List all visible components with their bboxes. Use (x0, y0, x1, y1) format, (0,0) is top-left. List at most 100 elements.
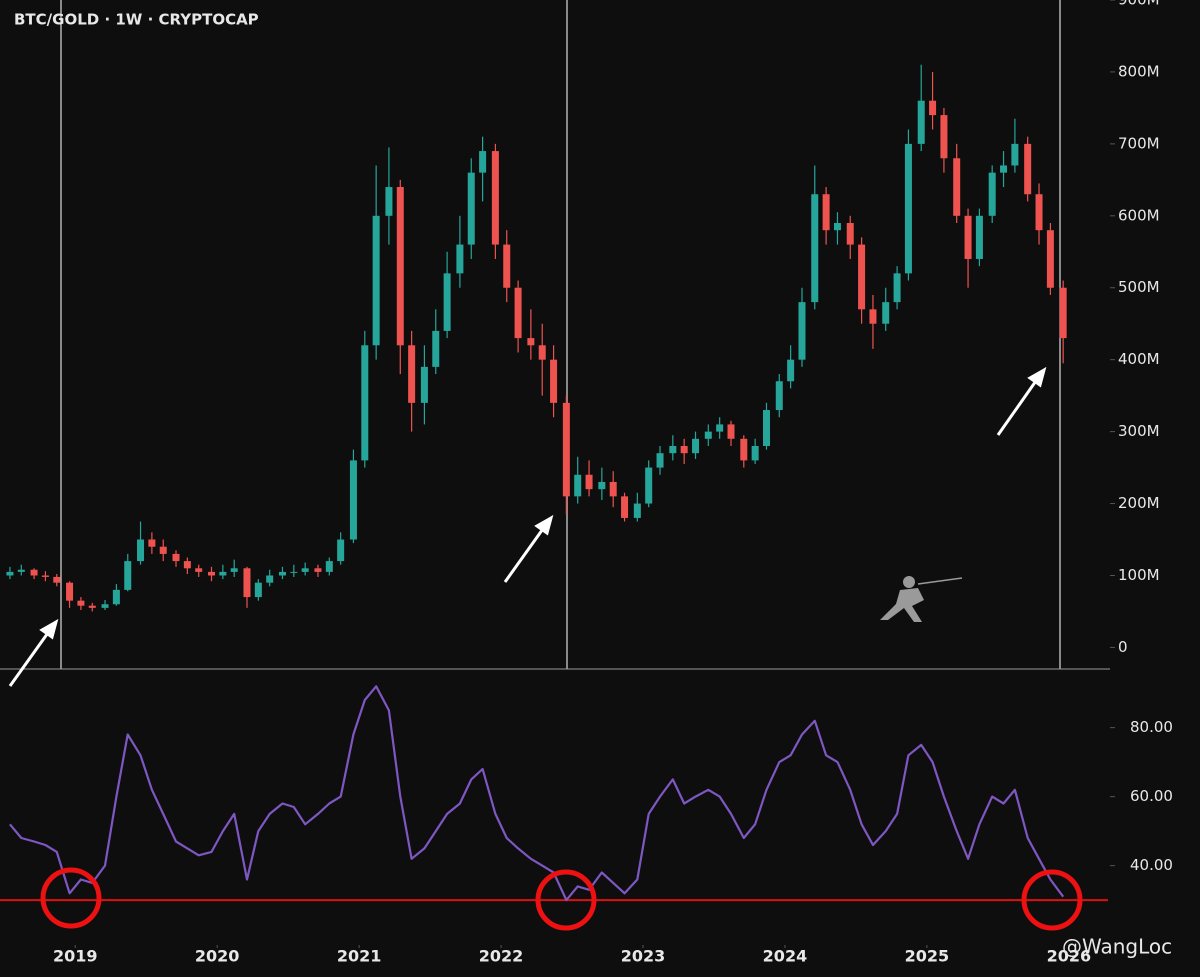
candle-body (550, 359, 558, 403)
candle-body (1035, 194, 1043, 231)
candle-body (846, 223, 854, 245)
candle-body (290, 571, 298, 573)
x-tick-label: 2023 (621, 947, 666, 966)
candle-body (361, 345, 369, 461)
candle-body (940, 115, 948, 159)
candle-body (692, 438, 700, 454)
y-tick-label: 60.00 (1130, 787, 1173, 805)
candle-body (1024, 143, 1032, 195)
candle-body (562, 402, 570, 497)
candle-body (609, 481, 617, 497)
candle-body (230, 568, 238, 572)
candle-body (325, 561, 333, 572)
candle-body (112, 589, 120, 605)
candle-body (101, 604, 109, 608)
candle-body (254, 582, 262, 598)
candle-body (893, 273, 901, 303)
candle-body (219, 571, 227, 576)
candle-body (585, 474, 593, 490)
candle-body (514, 287, 522, 339)
candle-body (917, 100, 925, 144)
candle-body (443, 273, 451, 331)
candle-body (66, 582, 74, 601)
icon-body (880, 588, 924, 622)
y-tick-label: 80.00 (1130, 718, 1173, 736)
candle-body (278, 571, 286, 576)
y-tick-label: 0 (1118, 638, 1128, 656)
candle-body (527, 338, 535, 346)
candle-body (762, 410, 770, 446)
icon-head (903, 576, 915, 588)
highlight-circle (40, 867, 102, 929)
candle-body (574, 474, 582, 497)
y-tick-label: 500M (1118, 278, 1160, 296)
arrow-head (534, 514, 554, 536)
candle-body (787, 359, 795, 382)
y-tick-label: 300M (1118, 422, 1160, 440)
fencer-icon (880, 576, 963, 622)
candle-body (479, 151, 487, 173)
x-tick-label: 2020 (195, 947, 240, 966)
candle-body (1046, 230, 1054, 288)
candle-body (598, 481, 606, 490)
y-tick-label: 100M (1118, 566, 1160, 584)
x-tick-label: 2021 (337, 947, 382, 966)
candle-body (775, 381, 783, 411)
candle-body (988, 172, 996, 216)
candle-body (680, 446, 688, 454)
circles (40, 867, 1083, 931)
candle-body (53, 576, 61, 583)
candle-body (727, 424, 735, 439)
y-tick-label: 800M (1118, 62, 1160, 80)
candle-body (77, 600, 85, 606)
candle-body (621, 496, 629, 518)
candle-body (301, 568, 309, 572)
x-tick-label: 2024 (763, 947, 808, 966)
candle-body (704, 431, 712, 439)
arrows (8, 366, 1047, 687)
candle-body (1000, 165, 1008, 173)
arrow (8, 629, 52, 687)
candle-body (798, 302, 806, 360)
candle-body (491, 151, 499, 245)
chart-title: BTC/GOLD · 1W · CRYPTOCAP (14, 11, 259, 29)
candle-body (975, 215, 983, 259)
candle-body (964, 215, 972, 259)
candle-body (751, 446, 759, 461)
candle-body (6, 571, 14, 576)
candle-body (337, 539, 345, 562)
candle-body (17, 569, 25, 572)
candle-body (314, 568, 322, 572)
candle-body (148, 539, 156, 547)
candle-body (432, 330, 440, 367)
arrow-head (39, 618, 59, 640)
candle-body (124, 561, 132, 590)
highlight-circle (535, 869, 597, 931)
rsi-line (9, 685, 1065, 902)
candle-body (467, 172, 475, 245)
candle-body (456, 244, 464, 274)
candle-body (195, 568, 203, 572)
candle-body (858, 244, 866, 310)
candle-body (408, 345, 416, 403)
candle-body (372, 215, 380, 346)
y-tick-label: 200M (1118, 494, 1160, 512)
candle-body (243, 568, 251, 598)
y-tick-label: 600M (1118, 206, 1160, 224)
arrow (996, 377, 1040, 436)
candle-body (88, 605, 96, 608)
candle-body (266, 575, 274, 583)
candle-body (385, 187, 393, 216)
candle-body (420, 366, 428, 403)
candle-body (396, 187, 404, 346)
candle-body (633, 503, 641, 518)
candle-body (159, 546, 167, 554)
arrow-head (1027, 366, 1047, 388)
candle-body (740, 438, 748, 461)
candle-body (656, 453, 664, 468)
y-tick-label: 900M (1118, 0, 1160, 9)
x-tick-label: 2026 (1047, 947, 1092, 966)
candle-body (172, 553, 180, 562)
x-tick-label: 2025 (905, 947, 950, 966)
